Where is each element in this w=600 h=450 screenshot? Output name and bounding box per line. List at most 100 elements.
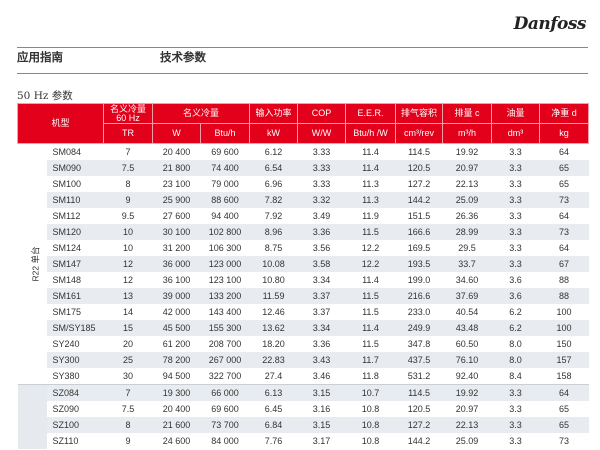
value-cell: 66 000 (200, 384, 250, 401)
value-cell: 20 400 (162, 147, 191, 157)
value-cell: 64 (559, 243, 570, 253)
danfoss-logo: Danfoss (513, 14, 587, 34)
value-cell: 34.60 (455, 275, 479, 285)
table-row: SZ084 7 19 300 66 000 6.13 3.15 10.7 114.5 19.92… (17, 384, 589, 449)
value-cell: 114.5 (395, 384, 443, 401)
value-cell: 322 700 (208, 371, 242, 381)
value-cell: 133 200 (200, 288, 250, 304)
value-cell: 8.4 (509, 371, 522, 381)
value-cell: 11.4 (345, 320, 396, 336)
value-cell: 65 (559, 179, 570, 189)
value-cell: 102 800 (200, 224, 250, 240)
value-cell: 3.32 (297, 192, 346, 208)
value-cell: 123 000 (200, 256, 250, 272)
unit-header: W/W (297, 123, 347, 144)
value-cell: 8 (125, 179, 131, 189)
value-cell: 45 500 (152, 320, 201, 336)
value-cell: 67 (539, 256, 589, 272)
value-cell: 10 (103, 224, 153, 240)
value-cell: 11.7 (345, 352, 396, 368)
value-cell: 36 100 (162, 275, 191, 285)
unit-header: TR (103, 123, 154, 144)
value-cell: 144.2 (395, 192, 443, 208)
value-cell: 3.33 (312, 147, 331, 157)
value-cell: 84 000 (211, 436, 239, 446)
value-cell: 14 (123, 307, 134, 317)
value-cell: 73 (559, 436, 570, 446)
group-label-cell: R22 单台 (17, 143, 47, 385)
header-weight: 净重 d (539, 103, 590, 124)
value-cell: 73 700 (200, 417, 250, 433)
value-cell: 73 (539, 192, 589, 208)
value-cell: 9.5 (121, 211, 135, 221)
value-cell: 94 500 (162, 371, 191, 381)
value-cell: 169.5 (407, 243, 431, 253)
value-cell: 61 200 (162, 339, 191, 349)
value-cell: 3.43 (297, 352, 346, 368)
section-title: 50 Hz 参数 (17, 90, 73, 102)
value-cell: 88 (539, 288, 589, 304)
value-cell: 3.3 (509, 211, 522, 221)
header-capacity: 名义冷量 (152, 103, 251, 124)
value-cell: 3.15 (297, 384, 346, 401)
spec-table: 机型 名义冷量 60 Hz 名义冷量 输入功率 COP E.E.R. 排气容积 … (16, 103, 590, 449)
value-cell: 11.5 (362, 307, 379, 317)
value-cell: 3.16 (312, 404, 331, 414)
value-cell: 24 600 (162, 436, 191, 446)
value-cell: 26.36 (455, 211, 479, 221)
value-cell: 65 (559, 404, 570, 414)
value-cell: 8 (103, 417, 153, 433)
value-cell: 88 (559, 275, 570, 285)
table-row: SM147 12 36 000 123 000 10.08 3.58 12.2 193.5 33… (18, 256, 589, 272)
table-row: SM148 12 36 100 123 100 10.80 3.34 11.4 199.0 34… (18, 272, 589, 288)
value-cell: 36 000 (152, 256, 201, 272)
value-cell: 20 400 (162, 404, 191, 414)
model-cell: SY380 (52, 371, 80, 381)
value-cell: 12 (123, 275, 134, 285)
value-cell: 6.2 (509, 307, 522, 317)
value-cell: 10 (123, 243, 134, 253)
value-cell: 20.97 (442, 160, 492, 176)
model-cell: SZ090 (52, 404, 80, 414)
value-cell: 166.6 (395, 224, 443, 240)
value-cell: 20.97 (455, 404, 479, 414)
header-model: 机型 (16, 103, 105, 144)
value-cell: 92.40 (455, 371, 479, 381)
table-row: SZ110 9 24 600 84 000 7.76 3.17 10.8 144.2 25.09… (18, 433, 589, 449)
value-cell: 65 (539, 160, 589, 176)
value-cell: 208 700 (208, 339, 242, 349)
value-cell: 39 000 (152, 288, 201, 304)
value-cell: 3.3 (509, 243, 522, 253)
unit-header: kg (539, 123, 590, 144)
value-cell: 12 (103, 256, 153, 272)
value-cell: 3.3 (509, 147, 522, 157)
value-cell: 19 300 (152, 384, 201, 401)
value-cell: 11.3 (362, 179, 379, 189)
value-cell: 3.37 (297, 288, 346, 304)
value-cell: 29.5 (458, 243, 476, 253)
unit-header: Btu/h /W (345, 123, 397, 144)
value-cell: 155 300 (200, 320, 250, 336)
value-cell: 22.83 (249, 352, 298, 368)
model-cell: SM110 (46, 192, 104, 208)
header-rule-top (17, 47, 588, 48)
value-cell: 79 000 (211, 179, 239, 189)
value-cell: 30 (123, 371, 134, 381)
value-cell: 13 (103, 288, 153, 304)
value-cell: 3.34 (312, 275, 331, 285)
value-cell: 11.9 (362, 211, 379, 221)
value-cell: 120.5 (407, 404, 431, 414)
value-cell: 73 (539, 224, 589, 240)
value-cell: 100 (556, 307, 572, 317)
value-cell: 3.3 (491, 417, 540, 433)
value-cell: 69 600 (211, 147, 239, 157)
value-cell: 18.20 (262, 339, 285, 349)
value-cell: 21 600 (152, 417, 201, 433)
model-cell: SM175 (52, 307, 82, 317)
model-cell: SY240 (52, 339, 80, 349)
model-cell: SM148 (52, 275, 82, 285)
value-cell: 3.36 (312, 339, 331, 349)
value-cell: 12.46 (262, 307, 285, 317)
value-cell: 144.2 (407, 436, 431, 446)
value-cell: 64 (539, 384, 589, 401)
